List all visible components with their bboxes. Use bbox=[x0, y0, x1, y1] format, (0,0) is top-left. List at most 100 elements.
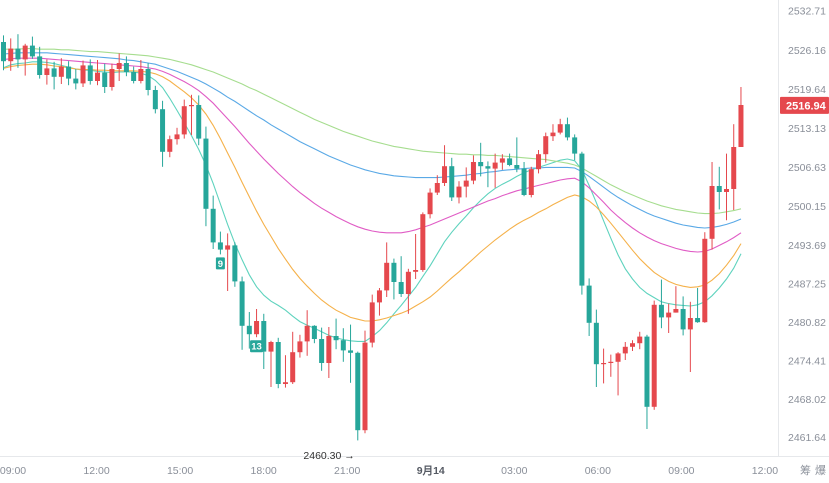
candle bbox=[37, 46, 43, 79]
candle-body bbox=[644, 336, 650, 407]
candle bbox=[160, 100, 166, 167]
candle-body bbox=[131, 72, 137, 81]
candle bbox=[196, 95, 202, 146]
candle-body bbox=[622, 346, 628, 354]
candle bbox=[384, 242, 390, 297]
candle bbox=[492, 153, 498, 188]
candle bbox=[87, 59, 93, 85]
candle-body bbox=[514, 165, 520, 169]
candle-body bbox=[160, 109, 166, 152]
candle-body bbox=[37, 56, 43, 75]
candle bbox=[564, 117, 570, 141]
candle-body bbox=[456, 186, 462, 198]
candle bbox=[174, 127, 180, 145]
candle-body bbox=[319, 339, 325, 363]
candle bbox=[311, 325, 317, 344]
candle bbox=[29, 36, 35, 59]
candle-body bbox=[427, 192, 433, 215]
candle-body bbox=[687, 318, 693, 330]
candle-body bbox=[637, 336, 643, 344]
candle bbox=[391, 258, 397, 300]
candle bbox=[434, 175, 440, 195]
candle bbox=[593, 309, 599, 387]
candle-body bbox=[1, 42, 6, 62]
candle bbox=[268, 340, 274, 387]
candle-body bbox=[348, 350, 354, 353]
candle-body bbox=[8, 48, 14, 62]
candle-body bbox=[586, 285, 592, 323]
candle bbox=[210, 195, 216, 249]
candle-body bbox=[87, 65, 93, 81]
candle-body bbox=[167, 139, 173, 152]
chip-distribution-button[interactable]: 筹 bbox=[800, 463, 811, 477]
candle bbox=[131, 66, 137, 84]
candle bbox=[673, 286, 679, 313]
candle-body bbox=[463, 180, 469, 187]
candle bbox=[485, 161, 491, 188]
candle-body bbox=[44, 68, 50, 75]
candle-body bbox=[340, 340, 346, 351]
candle bbox=[456, 181, 462, 204]
time-tick-label: 21:00 bbox=[334, 465, 360, 477]
candle bbox=[333, 318, 339, 350]
candle-body bbox=[261, 321, 267, 352]
candle bbox=[304, 310, 310, 356]
liquidation-button[interactable]: 爆 bbox=[815, 463, 826, 477]
candle-body bbox=[564, 124, 570, 138]
candle-body bbox=[254, 321, 260, 335]
candle bbox=[536, 150, 542, 174]
candle-body bbox=[507, 158, 513, 165]
candle bbox=[51, 61, 57, 90]
candle bbox=[239, 276, 245, 350]
candle bbox=[449, 157, 455, 201]
candle-body bbox=[420, 214, 426, 270]
candle-body bbox=[304, 325, 310, 342]
candle-body bbox=[58, 66, 64, 77]
candle-body bbox=[557, 124, 563, 133]
candle-body bbox=[492, 162, 498, 169]
candle-body bbox=[246, 325, 252, 335]
candle bbox=[15, 34, 21, 68]
candle-body bbox=[188, 105, 194, 107]
candle-body bbox=[470, 162, 476, 181]
candle-body bbox=[521, 168, 527, 195]
candle bbox=[687, 301, 693, 372]
time-axis: 09:00 12:00 15:00 18:00 21:00 9月14 03:00 06:00 0… bbox=[0, 465, 778, 477]
candle bbox=[152, 85, 158, 114]
candle-body bbox=[210, 208, 216, 243]
candle bbox=[225, 233, 231, 291]
candle-body bbox=[608, 361, 614, 363]
candle-body bbox=[695, 318, 701, 323]
candle bbox=[94, 60, 100, 86]
price-tick-label: 2487.25 bbox=[788, 279, 826, 291]
candle bbox=[521, 162, 527, 197]
candle-body bbox=[290, 352, 296, 383]
price-tick-label: 2513.13 bbox=[788, 123, 826, 135]
candle-body bbox=[275, 342, 281, 384]
candle bbox=[470, 155, 476, 185]
candle bbox=[413, 234, 419, 279]
time-tick-label: 12:00 bbox=[83, 465, 109, 477]
candle-body bbox=[22, 45, 28, 60]
candle bbox=[499, 154, 505, 170]
candle-body bbox=[51, 68, 57, 77]
candle-body bbox=[680, 309, 686, 330]
candle-body bbox=[702, 238, 708, 323]
candle-body bbox=[528, 169, 534, 195]
candle-body bbox=[239, 281, 245, 326]
candle-body bbox=[434, 183, 440, 193]
candle bbox=[622, 342, 628, 360]
candle bbox=[637, 331, 643, 350]
candle bbox=[348, 324, 354, 383]
candle bbox=[167, 135, 173, 158]
price-tick-label: 2468.02 bbox=[788, 394, 826, 406]
candle bbox=[217, 231, 223, 255]
candle-body bbox=[29, 45, 35, 57]
current-price-label: 2516.94 bbox=[786, 100, 827, 112]
candle-body bbox=[174, 134, 180, 140]
candle bbox=[181, 99, 187, 139]
candle-body bbox=[398, 282, 404, 294]
candle-body bbox=[738, 105, 744, 147]
